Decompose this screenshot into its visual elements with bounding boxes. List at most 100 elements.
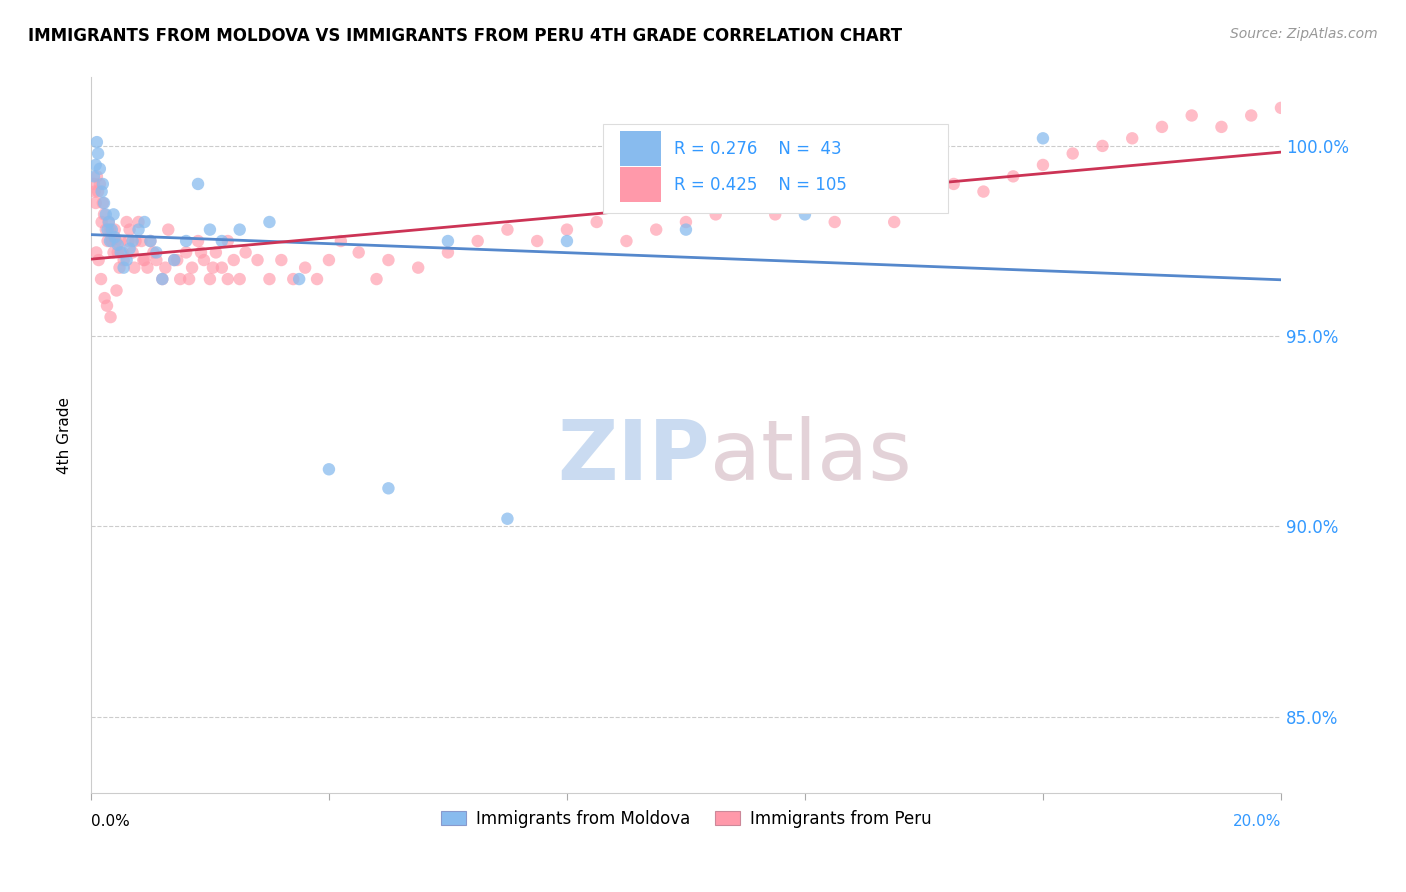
Point bbox=[163, 253, 186, 268]
Point bbox=[181, 260, 204, 275]
Point bbox=[91, 177, 114, 191]
Point bbox=[270, 253, 292, 268]
Point bbox=[103, 207, 125, 221]
Point bbox=[145, 253, 167, 268]
Point bbox=[1240, 108, 1263, 122]
Point bbox=[121, 245, 143, 260]
Point bbox=[377, 481, 399, 495]
Point bbox=[90, 185, 112, 199]
Point bbox=[83, 169, 105, 184]
Point bbox=[132, 253, 155, 268]
Point bbox=[128, 222, 150, 236]
Point bbox=[110, 245, 132, 260]
Point bbox=[87, 146, 110, 161]
Point bbox=[94, 222, 117, 236]
Point bbox=[166, 253, 188, 268]
Point bbox=[283, 272, 305, 286]
Point bbox=[100, 222, 122, 236]
Point bbox=[1181, 108, 1204, 122]
Point bbox=[134, 215, 156, 229]
Point bbox=[84, 245, 107, 260]
Point bbox=[121, 234, 143, 248]
Point bbox=[142, 245, 165, 260]
Text: Source: ZipAtlas.com: Source: ZipAtlas.com bbox=[1230, 27, 1378, 41]
Point bbox=[1211, 120, 1233, 134]
Point bbox=[1002, 169, 1025, 184]
Point bbox=[90, 272, 112, 286]
Point bbox=[84, 196, 107, 211]
Point bbox=[97, 222, 120, 236]
Point bbox=[329, 234, 352, 248]
Point bbox=[139, 234, 162, 248]
Point bbox=[107, 245, 129, 260]
FancyBboxPatch shape bbox=[620, 167, 661, 202]
Point bbox=[555, 222, 578, 236]
Point bbox=[155, 260, 177, 275]
Point bbox=[104, 234, 127, 248]
Y-axis label: 4th Grade: 4th Grade bbox=[58, 397, 72, 474]
Text: IMMIGRANTS FROM MOLDOVA VS IMMIGRANTS FROM PERU 4TH GRADE CORRELATION CHART: IMMIGRANTS FROM MOLDOVA VS IMMIGRANTS FR… bbox=[28, 27, 903, 45]
Point bbox=[98, 222, 121, 236]
Point bbox=[1121, 131, 1143, 145]
Point bbox=[145, 245, 167, 260]
Point bbox=[118, 242, 141, 256]
Point bbox=[100, 234, 122, 248]
Point bbox=[136, 260, 159, 275]
Point bbox=[87, 253, 110, 268]
Point bbox=[124, 260, 146, 275]
Point bbox=[1032, 131, 1054, 145]
Point bbox=[704, 207, 727, 221]
Point bbox=[83, 177, 105, 191]
Text: R = 0.276    N =  43: R = 0.276 N = 43 bbox=[673, 140, 842, 158]
FancyBboxPatch shape bbox=[620, 131, 661, 167]
Point bbox=[883, 215, 905, 229]
Point bbox=[103, 245, 125, 260]
Point bbox=[1150, 120, 1173, 134]
Point bbox=[437, 234, 460, 248]
Point bbox=[555, 234, 578, 248]
Point bbox=[222, 253, 245, 268]
Point bbox=[763, 207, 786, 221]
Point bbox=[139, 234, 162, 248]
Point bbox=[163, 253, 186, 268]
Point bbox=[104, 222, 127, 236]
Point bbox=[174, 245, 197, 260]
Point bbox=[246, 253, 269, 268]
Point bbox=[377, 253, 399, 268]
Point bbox=[305, 272, 328, 286]
Point bbox=[87, 185, 110, 199]
Point bbox=[1270, 101, 1292, 115]
Point bbox=[128, 215, 150, 229]
Point bbox=[526, 234, 548, 248]
Point bbox=[86, 135, 108, 149]
Point bbox=[912, 196, 935, 211]
Point bbox=[150, 272, 173, 286]
Point bbox=[93, 207, 115, 221]
Point bbox=[972, 185, 994, 199]
Point bbox=[96, 299, 118, 313]
Point bbox=[115, 253, 138, 268]
Point bbox=[174, 234, 197, 248]
Text: atlas: atlas bbox=[710, 416, 911, 497]
Point bbox=[366, 272, 388, 286]
Point bbox=[585, 215, 607, 229]
Text: 20.0%: 20.0% bbox=[1233, 814, 1281, 829]
Point bbox=[131, 234, 153, 248]
Point bbox=[259, 215, 281, 229]
Point bbox=[97, 215, 120, 229]
Point bbox=[496, 222, 519, 236]
Point bbox=[794, 207, 817, 221]
Point bbox=[347, 245, 370, 260]
Point bbox=[496, 512, 519, 526]
Point bbox=[111, 245, 134, 260]
Point bbox=[675, 215, 697, 229]
Point bbox=[235, 245, 257, 260]
Legend: Immigrants from Moldova, Immigrants from Peru: Immigrants from Moldova, Immigrants from… bbox=[434, 803, 938, 834]
Point bbox=[406, 260, 429, 275]
Point bbox=[217, 272, 239, 286]
Point bbox=[190, 245, 212, 260]
Point bbox=[205, 245, 228, 260]
Point bbox=[118, 222, 141, 236]
Point bbox=[134, 253, 156, 268]
Point bbox=[169, 272, 191, 286]
